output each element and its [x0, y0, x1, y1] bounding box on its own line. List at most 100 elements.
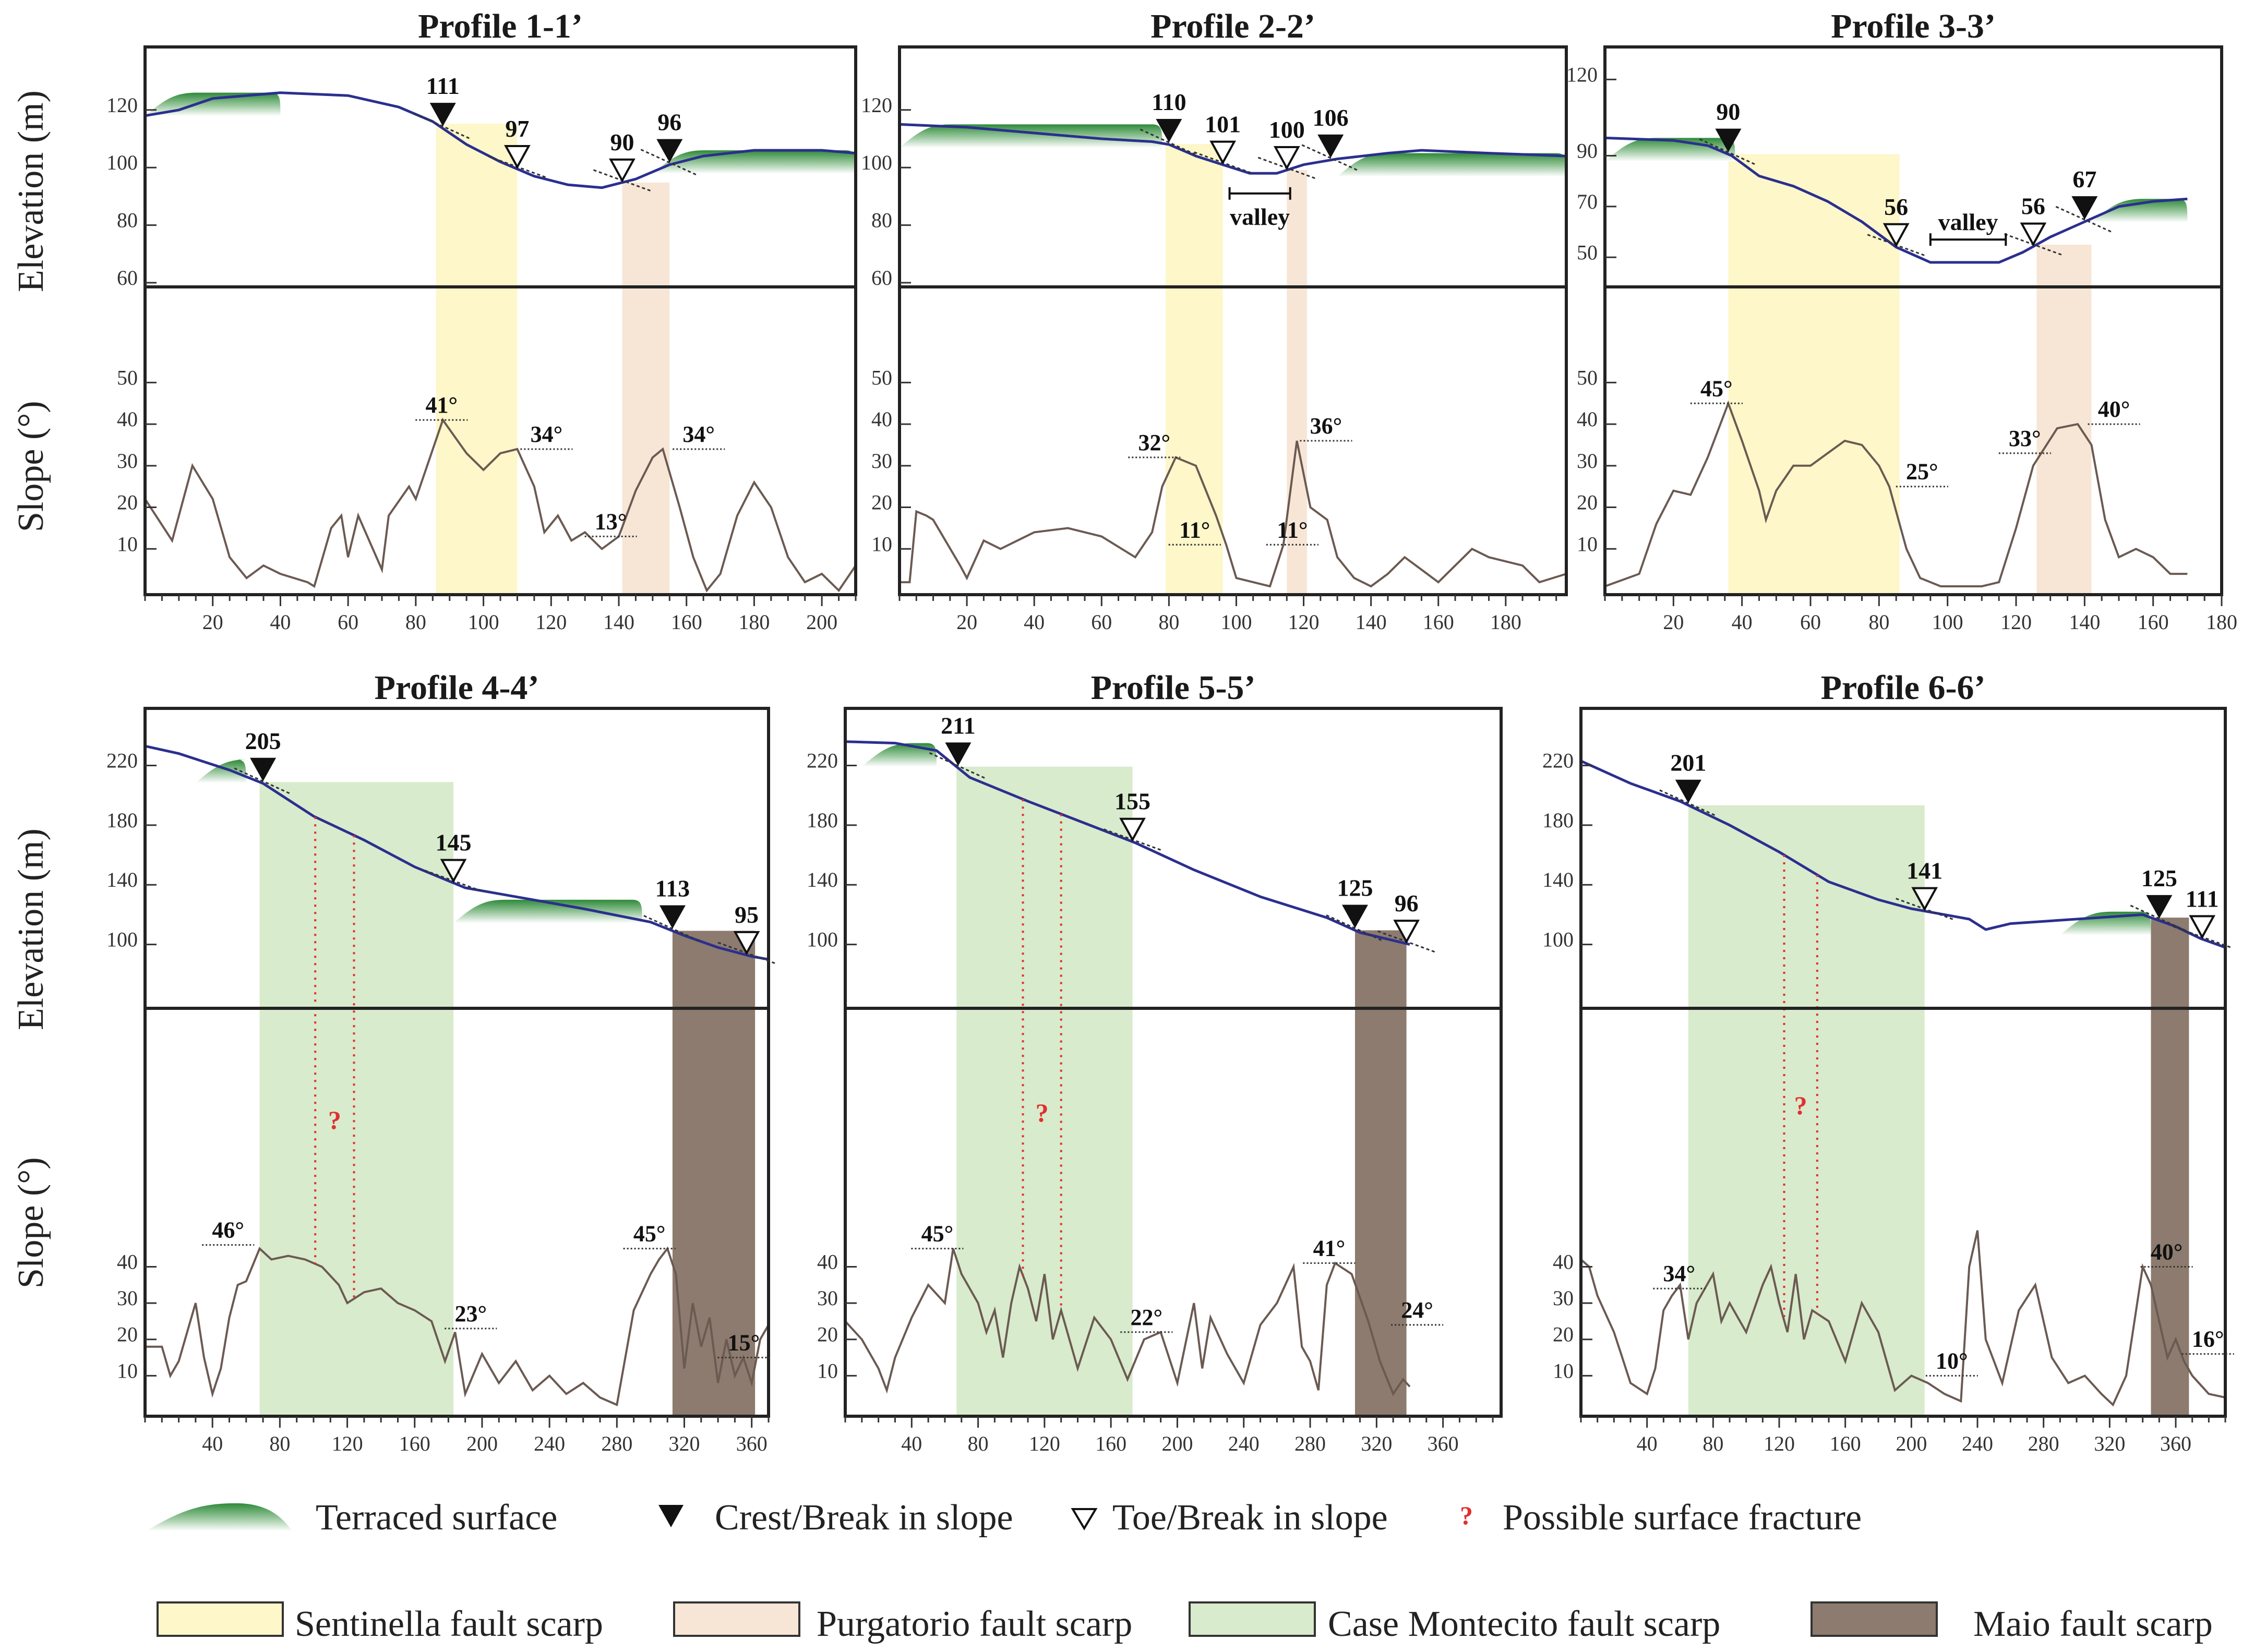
elevation-axis-label-bottom: Elevation (m): [11, 828, 51, 1030]
elevation-line: [1580, 759, 2226, 949]
slope-line: [144, 417, 857, 593]
slope-angle-label: 24°: [1401, 1297, 1433, 1323]
x-tick-label: 280: [2028, 1432, 2059, 1455]
slope-angle-label: 16°: [2192, 1327, 2224, 1352]
x-tick-label: 360: [1428, 1432, 1459, 1455]
panel-frame: [898, 45, 1568, 596]
x-tick-label: 200: [806, 610, 837, 634]
slope-angle-label: 11°: [1179, 517, 1210, 542]
x-tick-label: 120: [2000, 610, 2032, 634]
slope-tick-label: 10: [117, 1359, 138, 1382]
panel-title: Profile 5-5’: [1091, 669, 1256, 707]
toe-label: 56: [2021, 193, 2045, 220]
scarp-zone-purgatorio: [2036, 244, 2092, 595]
crest-marker: [659, 905, 686, 929]
slope-tick-label: 40: [117, 1250, 138, 1273]
legend-terraced-label: Terraced surface: [316, 1498, 557, 1538]
x-tick-label: 40: [202, 1432, 223, 1455]
x-tick-label: 280: [601, 1432, 632, 1455]
crest-label: 125: [1337, 874, 1373, 901]
x-tick-label: 120: [1029, 1432, 1060, 1455]
toe-label: 90: [610, 129, 634, 155]
x-tick-label: 60: [1800, 610, 1821, 634]
legend-maio: Maio fault scarp: [1811, 1601, 2213, 1644]
elevation-tick-label: 220: [807, 749, 838, 772]
crest-marker: [656, 139, 683, 163]
crest-label: 201: [1670, 750, 1706, 776]
toe-label: 111: [2186, 885, 2219, 912]
crest-label: 205: [245, 728, 281, 754]
legend-toe-label: Toe/Break in slope: [1112, 1498, 1388, 1538]
legend-crest: Crest/Break in slope: [658, 1498, 1013, 1538]
toe-marker: [1209, 140, 1237, 165]
x-tick-label: 20: [202, 610, 223, 634]
toe-marker: [440, 859, 467, 883]
profile-5-panel: Profile 5-5’? 40 80 120 160 200 240 280 320 360 10…: [807, 669, 1503, 1455]
x-tick-label: 160: [399, 1432, 430, 1455]
elevation-line: [145, 744, 769, 961]
slope-tick-label: 30: [117, 1286, 138, 1310]
x-tick-label: 160: [1830, 1432, 1861, 1455]
legend-sentinella-label: Sentinella fault scarp: [295, 1604, 603, 1644]
scarp-zone-sentinella: [1165, 143, 1223, 595]
x-tick-label: 80: [1868, 610, 1889, 634]
elevation-tick-label: 100: [861, 151, 892, 174]
slope-angle-label: 32°: [1138, 430, 1170, 455]
panel-title: Profile 4-4’: [375, 669, 539, 707]
terraced-surface: [453, 899, 642, 923]
crest-label: 90: [1716, 99, 1740, 125]
scarp-zone-case_montecito: [259, 782, 454, 1416]
x-tick-label: 320: [669, 1432, 700, 1455]
crest-label: 211: [941, 712, 975, 739]
terraced-surface: [861, 743, 937, 767]
elevation-tick-label: 60: [871, 266, 892, 290]
toe-label: 95: [735, 901, 759, 928]
crest-icon: [658, 1505, 684, 1527]
x-tick-label: 40: [270, 610, 291, 634]
slope-angle-label: 34°: [531, 421, 563, 447]
x-tick-label: 160: [1423, 610, 1454, 634]
toe-icon: [1071, 1508, 1098, 1530]
crest-marker: [429, 103, 456, 127]
slope-tick-label: 30: [117, 449, 138, 473]
slope-tick-label: 20: [817, 1323, 838, 1346]
slope-tick-label: 40: [1553, 1250, 1574, 1273]
elevation-tick-label: 180: [106, 809, 138, 832]
toe-marker: [609, 158, 636, 183]
slope-tick-label: 20: [871, 491, 892, 514]
crest-label: 111: [426, 73, 460, 99]
profile-4-panel: Profile 4-4’? 40 80 120 160 200 240 280 320 360 10…: [106, 669, 776, 1455]
slope-axis-label-bottom: Slope (°): [11, 1157, 51, 1288]
crest-marker: [2071, 196, 2098, 220]
x-tick-label: 100: [468, 610, 499, 634]
slope-tick-label: 10: [117, 532, 138, 556]
slope-line: [1604, 400, 2188, 587]
x-tick-label: 120: [332, 1432, 363, 1455]
x-tick-label: 140: [603, 610, 634, 634]
x-tick-label: 240: [1228, 1432, 1260, 1455]
sentinella-swatch: [157, 1601, 284, 1637]
x-tick-label: 80: [1158, 610, 1179, 634]
legend-terraced: Terraced surface: [146, 1498, 557, 1538]
slope-tick-label: 10: [1577, 532, 1598, 556]
slope-angle-label: 10°: [1936, 1348, 1968, 1373]
slope-tick-label: 40: [817, 1250, 838, 1273]
scarp-zone-case_montecito: [956, 766, 1133, 1416]
x-tick-label: 40: [1024, 610, 1045, 634]
legend-crest-label: Crest/Break in slope: [715, 1498, 1013, 1538]
scarp-zone-sentinella: [436, 124, 518, 595]
toe-label: 97: [505, 115, 529, 142]
toe-marker: [2020, 222, 2047, 247]
panel-title: Profile 1-1’: [418, 7, 583, 45]
toe-marker: [1883, 223, 1910, 247]
slope-line: [900, 440, 1567, 588]
elevation-axis-label-top: Elevation (m): [11, 90, 51, 292]
slope-tick-label: 10: [817, 1359, 838, 1382]
slope-angle-label: 25°: [1906, 459, 1938, 485]
crest-label: 106: [1313, 104, 1349, 131]
slope-angle-label: 11°: [1277, 517, 1308, 542]
slope-angle-label: 22°: [1131, 1305, 1163, 1330]
slope-tick-label: 30: [817, 1286, 838, 1310]
slope-tick-label: 20: [1577, 491, 1598, 514]
